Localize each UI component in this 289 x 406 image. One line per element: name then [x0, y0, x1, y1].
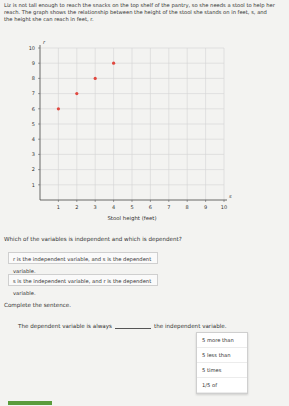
grid-line	[40, 139, 224, 140]
x-axis-label: Stool height (feet)	[107, 215, 156, 222]
tick-label: 5	[130, 204, 133, 210]
grid-line	[40, 154, 224, 155]
point	[94, 77, 97, 80]
point	[112, 62, 115, 65]
answer-choice[interactable]: r is the independent variable, and s is …	[8, 252, 158, 264]
instruction: Complete the sentence.	[4, 302, 71, 308]
grid-line	[40, 169, 224, 170]
grid-line	[40, 63, 224, 64]
tick-label: 6	[149, 204, 152, 210]
y-variable: r	[43, 39, 46, 45]
dropdown-option[interactable]: 5 less than	[197, 348, 247, 363]
tick-label: 9	[32, 60, 35, 66]
sentence: The dependent variable is always the inde…	[18, 322, 226, 329]
points	[57, 62, 115, 111]
x-axis	[40, 200, 227, 201]
sentence-end: the independent variable.	[154, 323, 226, 329]
dropdown-blank[interactable]	[115, 322, 151, 329]
tick-label: 3	[32, 151, 35, 157]
grid-line	[40, 48, 224, 49]
intro-text: Liz is not tall enough to reach the snac…	[4, 2, 276, 23]
tick-label: 1	[57, 204, 60, 210]
tick-label: 1	[32, 182, 35, 188]
dropdown-menu[interactable]: 5 more than5 less than5 times1/5 of	[196, 332, 248, 394]
grid-line	[40, 108, 224, 109]
chart: 1234567891012345678910srStool height (fe…	[0, 0, 289, 232]
x-variable: s	[229, 193, 232, 199]
tick-label: 5	[32, 121, 35, 127]
tick-label: 8	[32, 75, 35, 81]
grid-line	[40, 124, 224, 125]
dropdown-option[interactable]: 5 more than	[197, 333, 247, 348]
tick-label: 4	[112, 204, 115, 210]
point	[57, 107, 60, 110]
tick-label: 7	[167, 204, 170, 210]
answer-choice[interactable]: s is the independent variable, and r is …	[8, 274, 158, 286]
tick-label: 4	[32, 136, 35, 142]
tick-label: 2	[75, 204, 78, 210]
dropdown-option[interactable]: 1/5 of	[197, 378, 247, 393]
question: Which of the variables is independent an…	[4, 236, 182, 242]
point	[75, 92, 78, 95]
grid-line	[40, 78, 224, 79]
grid-line	[40, 93, 224, 94]
tick-label: 10	[29, 45, 35, 51]
tick-label: 2	[32, 166, 35, 172]
tick-label: 9	[204, 204, 207, 210]
footer-bar	[8, 401, 52, 405]
tick-label: 7	[32, 90, 35, 96]
sentence-start: The dependent variable is always	[18, 323, 112, 329]
tick-label: 6	[32, 106, 35, 112]
y-axis	[40, 45, 41, 200]
grid-line	[40, 184, 224, 185]
tick-label: 3	[94, 204, 97, 210]
dropdown-option[interactable]: 5 times	[197, 363, 247, 378]
tick-label: 10	[221, 204, 227, 210]
tick-label: 8	[186, 204, 189, 210]
